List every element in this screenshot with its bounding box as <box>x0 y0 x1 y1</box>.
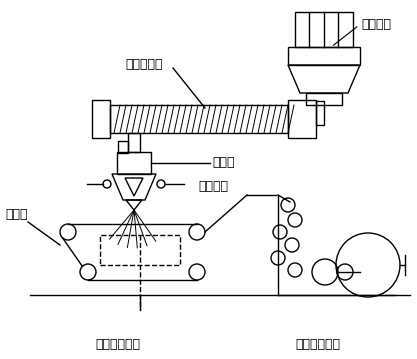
Text: 切边卷绕装置: 切边卷绕装置 <box>296 339 341 351</box>
Bar <box>316 101 324 125</box>
Bar <box>92 100 110 138</box>
Bar <box>306 93 342 105</box>
Text: 螺杆挤出机: 螺杆挤出机 <box>125 59 163 71</box>
Bar <box>288 47 360 65</box>
Bar <box>100 235 180 265</box>
Text: 熔喷模头: 熔喷模头 <box>198 180 228 192</box>
Bar <box>118 141 128 153</box>
Bar <box>110 105 288 133</box>
Bar <box>288 100 316 138</box>
Text: 网下抽吸装置: 网下抽吸装置 <box>95 339 141 351</box>
Bar <box>128 133 140 152</box>
Text: 喂料装置: 喂料装置 <box>361 19 391 32</box>
Text: 成网帘: 成网帘 <box>5 209 28 222</box>
Bar <box>295 12 353 47</box>
Text: 计量泵: 计量泵 <box>212 157 234 169</box>
Bar <box>117 152 151 174</box>
